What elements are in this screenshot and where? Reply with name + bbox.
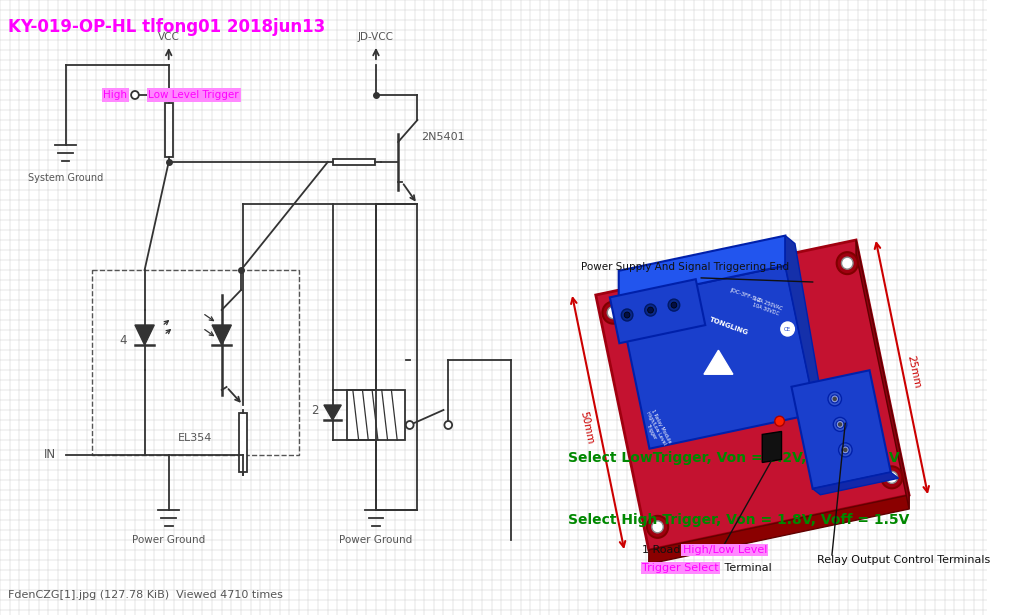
Polygon shape [649, 495, 909, 564]
Text: 1 Relay Module
High/Low Level
Trigger: 1 Relay Module High/Low Level Trigger [640, 408, 673, 449]
Circle shape [647, 516, 668, 538]
Text: 4: 4 [120, 333, 127, 346]
Text: 2N5401: 2N5401 [421, 132, 465, 142]
Circle shape [406, 421, 414, 429]
Polygon shape [785, 236, 825, 421]
Circle shape [651, 521, 664, 533]
Polygon shape [856, 240, 909, 509]
Circle shape [837, 421, 844, 429]
Text: 50mm: 50mm [579, 410, 595, 445]
Bar [165, 103, 173, 157]
Bar [333, 159, 376, 165]
Text: High: High [103, 90, 127, 100]
Circle shape [622, 309, 633, 321]
Polygon shape [324, 405, 341, 420]
Text: JD-VCC: JD-VCC [358, 32, 394, 42]
Circle shape [602, 301, 624, 323]
Circle shape [834, 418, 847, 431]
Circle shape [131, 91, 139, 99]
Text: Power Ground: Power Ground [339, 535, 413, 545]
Circle shape [828, 392, 842, 406]
Circle shape [844, 448, 847, 451]
Bar [91, 270, 299, 455]
Circle shape [886, 471, 898, 483]
Text: 2: 2 [311, 403, 319, 416]
Text: Select High Trigger, Von = 1.8V, Voff = 1.5V: Select High Trigger, Von = 1.8V, Voff = … [567, 513, 909, 526]
Circle shape [837, 252, 858, 274]
Text: Power Ground: Power Ground [132, 535, 206, 545]
Circle shape [882, 466, 902, 488]
Circle shape [830, 395, 839, 403]
Polygon shape [596, 240, 909, 550]
Circle shape [645, 304, 656, 316]
Circle shape [834, 397, 837, 400]
Circle shape [775, 416, 784, 426]
Circle shape [444, 421, 453, 429]
Text: Low Level Trigger: Low Level Trigger [148, 90, 239, 100]
Polygon shape [762, 432, 781, 462]
Text: System Ground: System Ground [28, 173, 103, 183]
Polygon shape [212, 325, 231, 345]
Text: Power Supply And Signal Triggering End: Power Supply And Signal Triggering End [582, 262, 790, 272]
Circle shape [839, 443, 852, 457]
Circle shape [842, 257, 853, 269]
Circle shape [647, 307, 653, 313]
Text: Trigger Select: Trigger Select [642, 563, 719, 573]
Text: 1 Road: 1 Road [642, 545, 684, 555]
Text: Relay Output Control Terminals: Relay Output Control Terminals [817, 555, 991, 565]
Polygon shape [135, 325, 155, 345]
Polygon shape [703, 351, 733, 375]
Text: CE: CE [784, 327, 792, 331]
Circle shape [625, 312, 630, 318]
Polygon shape [618, 236, 785, 301]
Text: VCC: VCC [158, 32, 179, 42]
Text: FdenCZG[1].jpg (127.78 KiB)  Viewed 4710 times: FdenCZG[1].jpg (127.78 KiB) Viewed 4710 … [8, 590, 283, 600]
Text: IN: IN [44, 448, 56, 461]
Circle shape [671, 302, 677, 308]
Circle shape [607, 307, 618, 319]
Polygon shape [792, 370, 891, 489]
Circle shape [839, 423, 842, 426]
Text: EL354: EL354 [178, 433, 212, 443]
Polygon shape [618, 266, 816, 449]
Circle shape [781, 322, 795, 336]
Circle shape [842, 446, 849, 454]
Text: TONGLING: TONGLING [709, 317, 750, 336]
Polygon shape [813, 472, 898, 494]
Bar [347, 390, 404, 440]
Text: 10A 250VAC
10A 30VDC: 10A 250VAC 10A 30VDC [751, 296, 782, 317]
Text: Select LowTrigger, Von = 3.2V, Voff = 3.5V: Select LowTrigger, Von = 3.2V, Voff = 3.… [567, 451, 899, 465]
Text: 25mm: 25mm [905, 354, 923, 389]
Text: JOC-3FF-S-Z: JOC-3FF-S-Z [729, 287, 762, 303]
Text: High/Low Level: High/Low Level [683, 545, 767, 555]
Text: Terminal: Terminal [721, 563, 772, 573]
Bar [239, 413, 247, 472]
Text: KY-019-OP-HL tlfong01 2018jun13: KY-019-OP-HL tlfong01 2018jun13 [8, 18, 325, 36]
Circle shape [668, 299, 680, 311]
Polygon shape [610, 279, 706, 343]
